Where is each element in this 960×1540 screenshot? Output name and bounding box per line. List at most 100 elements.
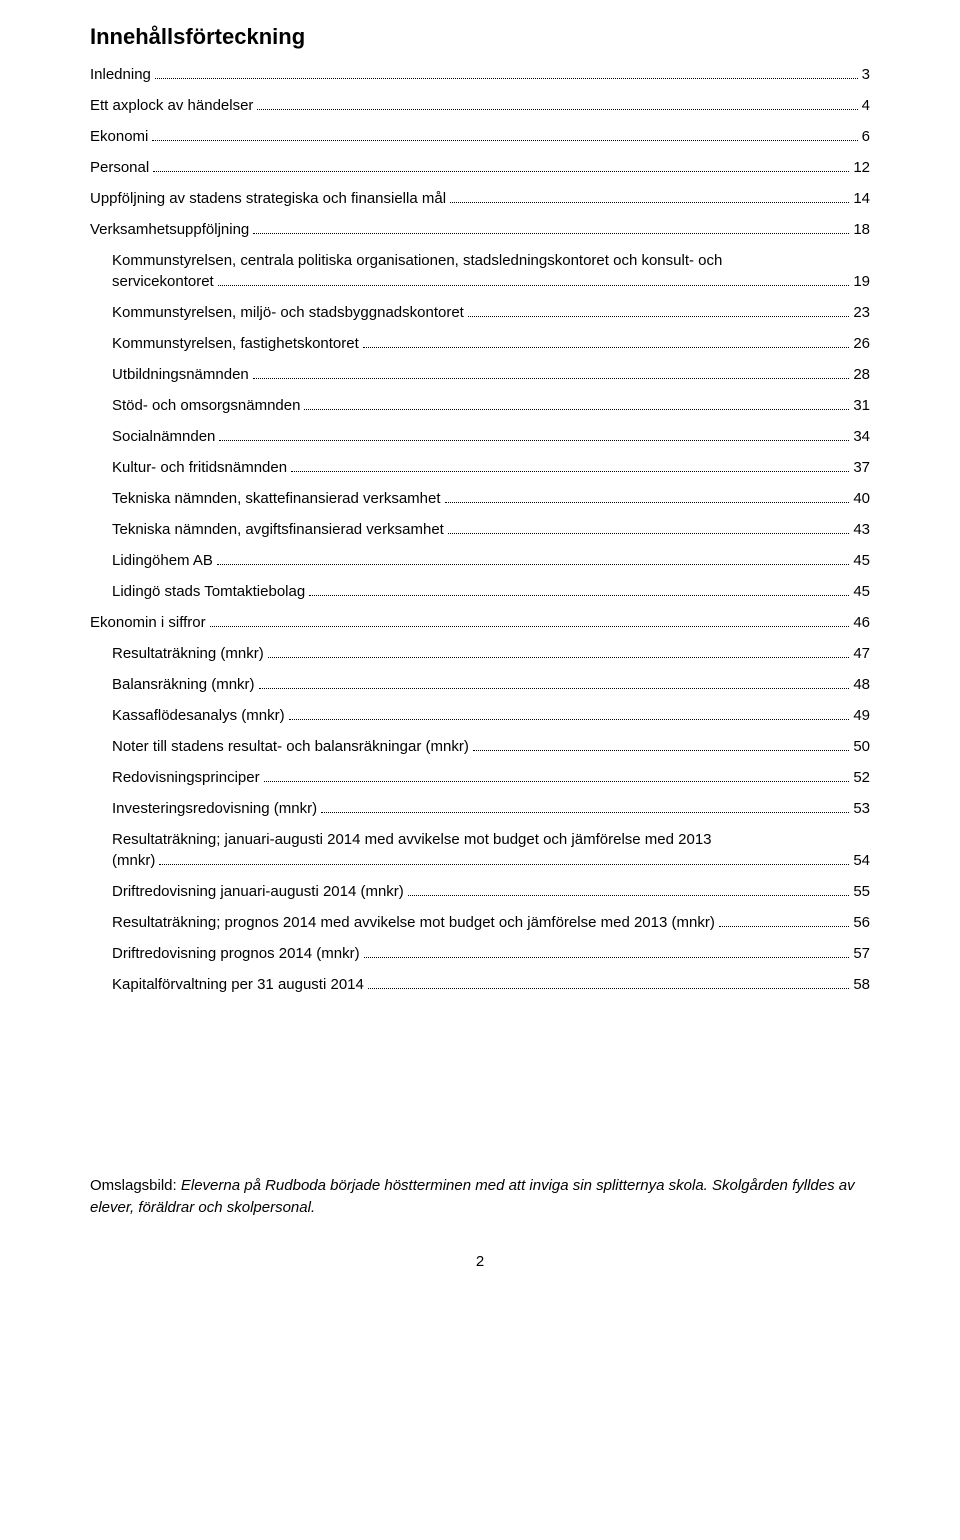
toc-entry-page: 18 [853,219,870,240]
toc-entry-page: 6 [862,126,870,147]
toc-dots [153,171,849,172]
toc-entry: Tekniska nämnden, avgiftsfinansierad ver… [112,519,870,540]
page-number: 2 [90,1253,870,1270]
toc-dots [719,926,850,927]
toc-dots [304,409,849,410]
toc-entry-label: Uppföljning av stadens strategiska och f… [90,188,446,209]
toc-entry-label-line1: Kommunstyrelsen, centrala politiska orga… [112,250,870,271]
toc-entry-label: Balansräkning (mnkr) [112,674,255,695]
toc-dots [259,688,850,689]
toc-entry-page: 28 [853,364,870,385]
toc-entry-page: 34 [853,426,870,447]
toc-entry-label: Resultaträkning; prognos 2014 med avvike… [112,912,715,933]
toc-entry-label: Kommunstyrelsen, miljö- och stadsbyggnad… [112,302,464,323]
toc-entry-label: Driftredovisning januari-augusti 2014 (m… [112,881,404,902]
toc-dots [264,781,850,782]
toc-entry-page: 56 [853,912,870,933]
toc-entry-line2-wrap: servicekontoret19 [112,271,870,292]
toc-entry-label: Kapitalförvaltning per 31 augusti 2014 [112,974,364,995]
toc-dots [210,626,850,627]
toc-dots [152,140,857,141]
toc-dots [450,202,849,203]
toc-entry: Redovisningsprinciper 52 [112,767,870,788]
toc-entry: Tekniska nämnden, skattefinansierad verk… [112,488,870,509]
toc-entry-label: Tekniska nämnden, skattefinansierad verk… [112,488,441,509]
cover-image-caption: Omslagsbild: Eleverna på Rudboda började… [90,1175,870,1219]
toc-dots [364,957,850,958]
toc-entry-page: 19 [853,271,870,292]
toc-entry-page: 45 [853,550,870,571]
toc-entry-page: 46 [853,612,870,633]
toc-entry-label: Ekonomi [90,126,148,147]
toc-entry: Kommunstyrelsen, centrala politiska orga… [112,250,870,292]
toc-entry-page: 14 [853,188,870,209]
toc-entry-label: Stöd- och omsorgsnämnden [112,395,300,416]
toc-entry-page: 49 [853,705,870,726]
toc-dots [219,440,849,441]
toc-entry: Lidingöhem AB45 [112,550,870,571]
toc-entry: Resultaträkning; prognos 2014 med avvike… [112,912,870,933]
toc-dots [468,316,849,317]
toc-entry: Noter till stadens resultat- och balansr… [112,736,870,757]
table-of-contents: Inledning3 Ett axplock av händelser 4 Ekono… [90,64,870,995]
toc-dots [155,78,858,79]
toc-entry-page: 50 [853,736,870,757]
toc-entry-page: 58 [853,974,870,995]
toc-entry-label: Kassaflödesanalys (mnkr) [112,705,285,726]
toc-dots [445,502,850,503]
toc-dots [363,347,850,348]
toc-entry-label: (mnkr) [112,850,155,871]
toc-entry: Ekonomi 6 [90,126,870,147]
toc-entry-page: 45 [853,581,870,602]
toc-entry-page: 4 [862,95,870,116]
toc-dots [408,895,850,896]
toc-entry-label: Investeringsredovisning (mnkr) [112,798,317,819]
toc-dots [368,988,849,989]
toc-entry-page: 37 [853,457,870,478]
toc-dots [253,233,849,234]
toc-entry: Personal 12 [90,157,870,178]
toc-entry-page: 54 [853,850,870,871]
toc-entry-label: Noter till stadens resultat- och balansr… [112,736,469,757]
toc-entry: Utbildningsnämnden28 [112,364,870,385]
toc-entry-label: Verksamhetsuppföljning [90,219,249,240]
page-title: Innehållsförteckning [90,24,870,50]
toc-entry-label: Resultaträkning (mnkr) [112,643,264,664]
toc-entry-page: 47 [853,643,870,664]
toc-entry: Stöd- och omsorgsnämnden 31 [112,395,870,416]
toc-entry: Inledning3 [90,64,870,85]
toc-entry-page: 26 [853,333,870,354]
toc-entry: Socialnämnden 34 [112,426,870,447]
toc-entry-label: Driftredovisning prognos 2014 (mnkr) [112,943,360,964]
toc-dots [218,285,850,286]
toc-entry: Driftredovisning januari-augusti 2014 (m… [112,881,870,902]
toc-entry-label: Ekonomin i siffror [90,612,206,633]
toc-entry-label-line1: Resultaträkning; januari-augusti 2014 me… [112,829,870,850]
toc-dots [217,564,849,565]
toc-dots [257,109,857,110]
toc-entry-page: 31 [853,395,870,416]
toc-entry-label: Ett axplock av händelser [90,95,253,116]
toc-entry: Balansräkning (mnkr)48 [112,674,870,695]
toc-entry: Lidingö stads Tomtaktiebolag 45 [112,581,870,602]
toc-dots [291,471,849,472]
toc-entry-page: 55 [853,881,870,902]
toc-entry: Ekonomin i siffror 46 [90,612,870,633]
toc-entry-label: Socialnämnden [112,426,215,447]
toc-entry-page: 43 [853,519,870,540]
toc-dots [473,750,849,751]
toc-entry-page: 12 [853,157,870,178]
toc-entry-label: Kultur- och fritidsnämnden [112,457,287,478]
toc-entry-label: Lidingö stads Tomtaktiebolag [112,581,305,602]
toc-entry-label: Redovisningsprinciper [112,767,260,788]
toc-entry: Investeringsredovisning (mnkr) 53 [112,798,870,819]
toc-entry: Driftredovisning prognos 2014 (mnkr) 57 [112,943,870,964]
toc-entry: Kultur- och fritidsnämnden 37 [112,457,870,478]
toc-entry-page: 53 [853,798,870,819]
toc-dots [309,595,849,596]
toc-entry-page: 52 [853,767,870,788]
toc-entry: Verksamhetsuppföljning 18 [90,219,870,240]
toc-entry-page: 57 [853,943,870,964]
toc-dots [159,864,849,865]
toc-entry-label: Personal [90,157,149,178]
